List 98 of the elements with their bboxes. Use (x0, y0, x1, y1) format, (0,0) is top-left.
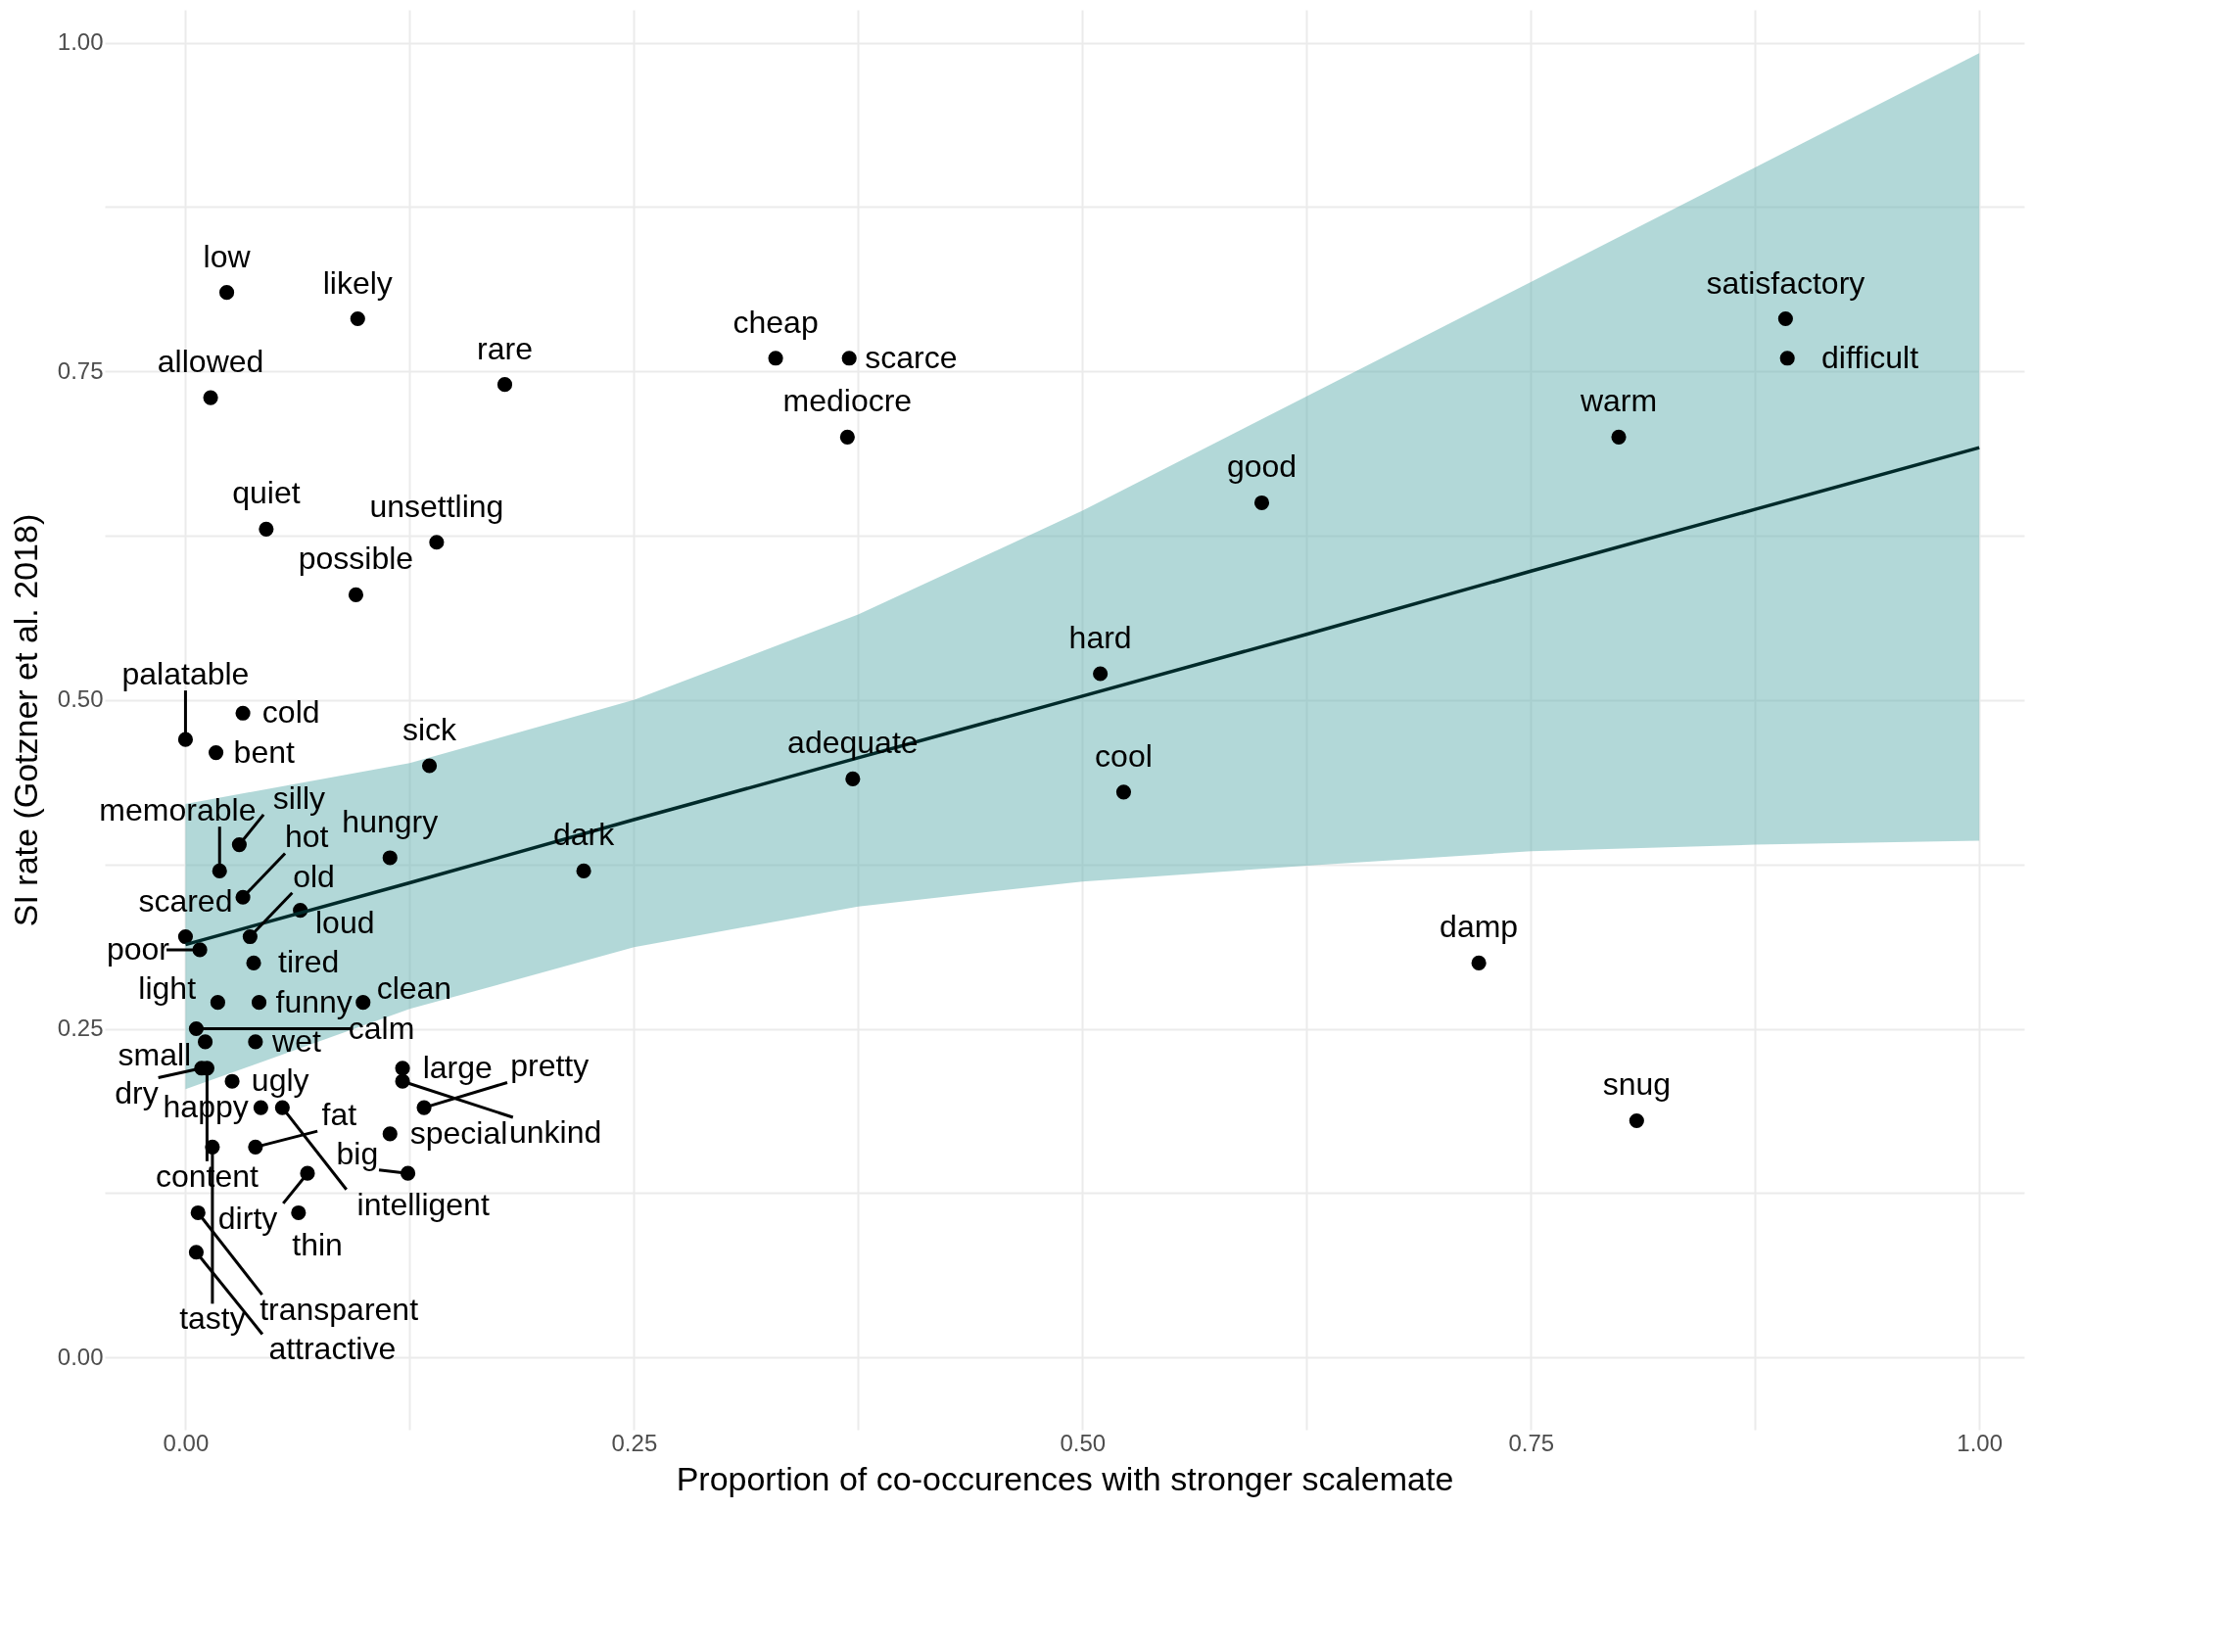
annotation: tired (278, 944, 340, 980)
annotation: hungry (342, 803, 439, 839)
annotation: difficult (1821, 339, 1919, 375)
point (224, 1073, 240, 1089)
annotation: cold (261, 694, 320, 731)
annotation: clean (376, 970, 452, 1007)
annotation: poor (106, 930, 170, 967)
point (382, 1126, 398, 1142)
x-tick-label: 0.25 (611, 1429, 658, 1456)
annotation: bent (233, 733, 295, 770)
annotation: satisfactory (1706, 264, 1865, 301)
point (177, 928, 194, 945)
annotation: scared (138, 882, 233, 919)
point (246, 955, 261, 970)
point (841, 351, 857, 366)
point (1611, 429, 1627, 445)
annotation: special (409, 1114, 508, 1151)
point (382, 850, 398, 866)
point (1777, 310, 1793, 327)
point (198, 1034, 213, 1050)
annotation: hot (284, 819, 329, 855)
point (355, 995, 371, 1011)
annotation: cool (1095, 737, 1153, 774)
point (845, 771, 861, 786)
annotation: snug (1602, 1066, 1672, 1103)
annotation: allowed (157, 344, 264, 380)
point (203, 390, 218, 405)
point (1629, 1112, 1644, 1129)
point (248, 1034, 263, 1050)
annotation: warm (1579, 383, 1658, 419)
annotation: old (293, 858, 335, 894)
annotation: quiet (232, 475, 301, 511)
point (350, 310, 365, 327)
annotation: scarce (865, 339, 958, 375)
annotation: cheap (732, 304, 819, 340)
annotation: transparent (260, 1292, 419, 1328)
annotation: palatable (121, 656, 250, 692)
annotation: hard (1068, 620, 1132, 656)
annotation: likely (322, 264, 393, 301)
point (1093, 666, 1109, 682)
annotation: fat (321, 1097, 357, 1133)
y-tick-label: 0.75 (57, 356, 104, 384)
annotation: pretty (510, 1048, 590, 1084)
point (235, 705, 251, 721)
annotation: attractive (268, 1331, 397, 1367)
point (253, 1100, 268, 1115)
point (429, 535, 445, 550)
annotation: large (422, 1049, 493, 1085)
annotation: ugly (251, 1062, 309, 1099)
annotation: rare (477, 330, 533, 366)
x-tick-label: 0.50 (1060, 1429, 1107, 1456)
annotation: unkind (508, 1114, 602, 1151)
point (768, 351, 783, 366)
annotation: dirty (217, 1200, 278, 1236)
y-tick-label: 1.00 (57, 28, 104, 56)
point (395, 1061, 410, 1076)
annotation: mediocre (782, 383, 913, 419)
annotation: big (336, 1135, 379, 1171)
annotation: good (1226, 448, 1298, 485)
point (1115, 784, 1132, 800)
annotation: sick (402, 711, 458, 747)
annotation: silly (272, 779, 325, 816)
point (421, 758, 438, 774)
annotation: loud (314, 905, 375, 941)
annotation: wet (271, 1022, 321, 1059)
point (348, 587, 364, 603)
y-axis-title: SI rate (Gotzner et al. 2018) (6, 513, 44, 927)
annotation: light (138, 969, 197, 1006)
point (210, 995, 225, 1011)
annotation: possible (298, 541, 414, 577)
y-tick-label: 0.00 (57, 1343, 104, 1370)
annotation: thin (292, 1226, 343, 1262)
annotation: dry (115, 1074, 159, 1110)
annotation: adequate (787, 725, 919, 761)
point (1779, 351, 1795, 366)
y-tick-label: 0.50 (57, 685, 104, 713)
x-axis-title: Proportion of co-occurences with stronger scalemate (676, 1459, 1454, 1497)
annotation: low (203, 238, 252, 274)
point (208, 745, 224, 761)
point (496, 377, 513, 393)
y-tick-label: 0.25 (57, 1015, 104, 1042)
annotation: small (118, 1037, 192, 1072)
point (291, 1204, 307, 1221)
annotation: memorable (99, 792, 257, 828)
annotation: intelligent (356, 1186, 490, 1222)
annotation: tasty (179, 1300, 246, 1337)
point (576, 863, 591, 878)
annotation: damp (1440, 909, 1519, 945)
point (839, 429, 855, 445)
point (259, 521, 274, 537)
point (1253, 495, 1270, 511)
annotation: unsettling (369, 488, 504, 524)
x-tick-label: 0.00 (163, 1429, 210, 1456)
point (218, 285, 235, 301)
point (1471, 955, 1487, 970)
point (251, 995, 267, 1011)
x-tick-label: 0.75 (1508, 1429, 1555, 1456)
x-tick-label: 1.00 (1957, 1429, 2004, 1456)
